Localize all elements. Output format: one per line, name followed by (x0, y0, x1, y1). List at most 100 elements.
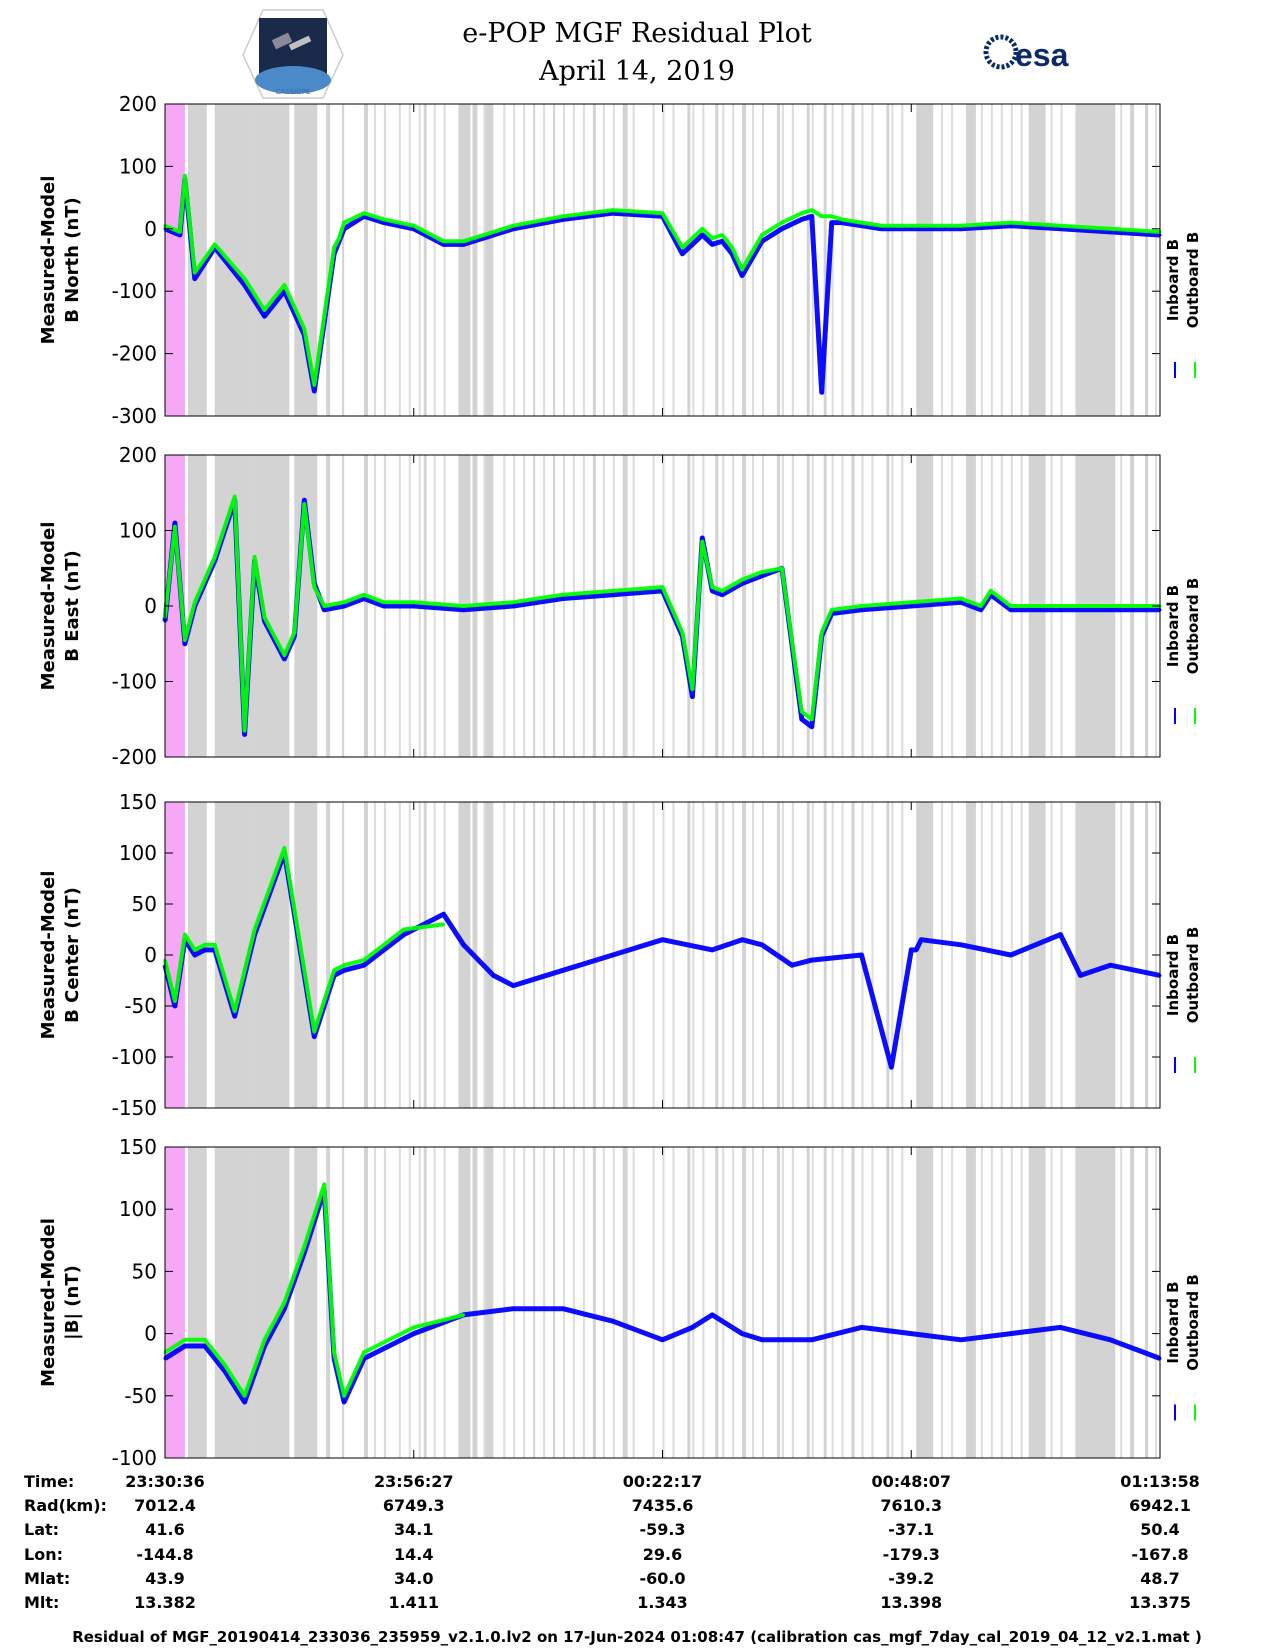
data-point (830, 214, 834, 218)
data-point (700, 540, 704, 544)
gap-line (1050, 104, 1053, 416)
data-point (282, 283, 286, 287)
gap-line (980, 802, 983, 1108)
y-tick-label: -100 (112, 670, 157, 694)
data-point (800, 211, 804, 215)
gap-band (472, 104, 478, 416)
data-point (800, 217, 804, 221)
gap-band (553, 104, 556, 416)
data-point (879, 224, 883, 228)
gap-line (811, 455, 814, 757)
legend-label-inboard: Inboard B (1164, 585, 1182, 667)
data-point (173, 1004, 177, 1008)
data-point (760, 233, 764, 237)
gap-line (632, 802, 635, 1108)
data-point (959, 227, 963, 231)
gap-band (823, 455, 827, 757)
data-point (860, 221, 863, 225)
gap-band (294, 1147, 318, 1458)
gap-line (408, 1147, 411, 1458)
y-tick-label: -50 (124, 1384, 157, 1408)
gap-band (533, 802, 536, 1108)
data-point (720, 239, 724, 243)
y-tick-label: -200 (112, 745, 157, 769)
table-cell: 7610.3 (880, 1496, 942, 1515)
gap-line (732, 455, 735, 757)
gap-line (951, 104, 954, 416)
data-point (740, 267, 744, 271)
data-point (491, 973, 495, 977)
data-point (233, 495, 237, 499)
data-point (203, 943, 207, 947)
legend-label-outboard: Outboard B (1184, 927, 1202, 1024)
table-cell: 6942.1 (1129, 1496, 1191, 1515)
y-tick-label: -200 (112, 342, 157, 366)
y-label-line2: B Center (nT) (62, 887, 83, 1023)
data-point (183, 933, 187, 937)
gap-line (443, 104, 446, 416)
gap-line (692, 455, 695, 757)
data-point (312, 585, 316, 589)
data-point (412, 1332, 416, 1336)
series-outboard (163, 1182, 464, 1398)
gap-line (612, 104, 615, 416)
data-point (1009, 1332, 1013, 1336)
panel-3: 150 100 50 0 -50 -100 -150 Measured-Model B Cent… (38, 790, 1202, 1120)
legend-label-inboard: Inboard B (1164, 239, 1182, 321)
data-point (760, 943, 764, 947)
data-point (332, 1350, 336, 1354)
gap-line (483, 802, 486, 1108)
gap-band (1075, 104, 1116, 416)
y-tick-label: -100 (112, 1446, 157, 1470)
gap-band (823, 802, 827, 1108)
legend: Inboard B Outboard B (1164, 232, 1202, 329)
gap-line (901, 104, 904, 416)
gap-line (572, 1147, 575, 1458)
gap-line (762, 455, 764, 757)
gap-band (326, 802, 331, 1108)
table-cell: -144.8 (136, 1545, 193, 1564)
gap-band (622, 1147, 628, 1458)
gap-band (485, 104, 494, 416)
gap-line (762, 104, 764, 416)
gap-line (791, 802, 794, 1108)
data-point (332, 968, 336, 972)
data-point (402, 928, 406, 931)
data-point (213, 555, 217, 559)
gap-line (418, 104, 421, 416)
data-point (661, 585, 664, 589)
data-point (442, 912, 446, 916)
data-point (322, 1182, 326, 1186)
y-axis-label: Measured-Model |B| (nT) (38, 1218, 83, 1387)
gap-line (652, 104, 655, 416)
y-label-line1: Measured-Model (38, 522, 59, 691)
gap-line (1050, 802, 1053, 1108)
footer-caption: Residual of MGF_20190414_233036_235959_v… (72, 1628, 1202, 1646)
data-point (740, 1332, 744, 1336)
data-point (914, 948, 918, 952)
gap-line (513, 104, 516, 416)
gap-line (582, 802, 585, 1108)
data-point (243, 283, 247, 287)
data-point (661, 1338, 664, 1342)
gap-line (563, 802, 565, 1108)
series-inboard (164, 176, 1161, 395)
data-point (183, 638, 187, 642)
data-point (611, 593, 615, 597)
gap-line (980, 1147, 983, 1458)
gap-line (672, 802, 675, 1108)
gap-band (342, 802, 345, 1108)
legend-label-outboard: Outboard B (1184, 232, 1202, 329)
data-point (362, 211, 366, 215)
legend: Inboard B Outboard B (1164, 1274, 1202, 1371)
cassiope-logo: CASSIOPE (242, 9, 344, 99)
data-point (362, 596, 366, 600)
gap-line (662, 1147, 665, 1458)
gap-band (622, 455, 628, 757)
gap-line (408, 802, 411, 1108)
gap-shading (165, 1147, 1158, 1458)
data-point (661, 211, 664, 215)
data-point (412, 224, 416, 228)
data-point (193, 953, 197, 957)
y-axis-label: Measured-Model B Center (nT) (38, 871, 83, 1040)
